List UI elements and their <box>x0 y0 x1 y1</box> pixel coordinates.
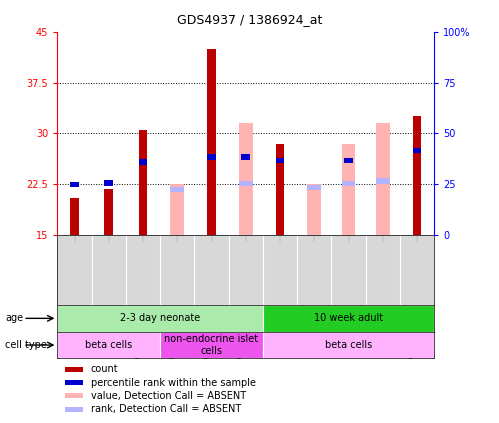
Bar <box>344 158 353 163</box>
Bar <box>276 158 284 163</box>
Bar <box>342 143 355 235</box>
Bar <box>263 332 434 358</box>
Bar <box>376 123 390 235</box>
Text: age: age <box>5 313 23 323</box>
Bar <box>242 154 250 160</box>
Bar <box>376 179 390 184</box>
Text: 10 week adult: 10 week adult <box>314 313 383 323</box>
Bar <box>239 181 252 186</box>
Bar <box>65 393 83 398</box>
Text: GDS4937 / 1386924_at: GDS4937 / 1386924_at <box>177 13 322 26</box>
Bar <box>170 184 184 235</box>
Bar <box>57 305 263 332</box>
Text: percentile rank within the sample: percentile rank within the sample <box>90 378 255 387</box>
Bar <box>57 332 160 358</box>
Bar <box>104 189 113 235</box>
Bar <box>65 367 83 372</box>
Bar <box>263 305 434 332</box>
Text: non-endocrine islet
cells: non-endocrine islet cells <box>165 334 258 356</box>
Bar <box>104 180 113 186</box>
Bar <box>139 159 147 165</box>
Bar <box>413 116 421 235</box>
Bar <box>170 187 184 192</box>
Bar <box>307 184 321 235</box>
Text: beta cells: beta cells <box>325 340 372 350</box>
Bar <box>160 332 263 358</box>
Text: value, Detection Call = ABSENT: value, Detection Call = ABSENT <box>90 391 246 401</box>
Bar <box>70 181 79 187</box>
Bar <box>207 154 216 160</box>
Bar <box>307 184 321 190</box>
Bar <box>139 130 147 235</box>
Bar <box>207 49 216 235</box>
Text: count: count <box>90 364 118 374</box>
Bar <box>239 123 252 235</box>
Bar <box>70 198 79 235</box>
Bar <box>276 143 284 235</box>
Bar <box>413 148 421 153</box>
Bar <box>65 380 83 385</box>
Bar <box>65 407 83 412</box>
Text: beta cells: beta cells <box>85 340 132 350</box>
Text: rank, Detection Call = ABSENT: rank, Detection Call = ABSENT <box>90 404 241 414</box>
Text: cell type: cell type <box>5 340 47 350</box>
Text: 2-3 day neonate: 2-3 day neonate <box>120 313 200 323</box>
Bar <box>342 181 355 186</box>
